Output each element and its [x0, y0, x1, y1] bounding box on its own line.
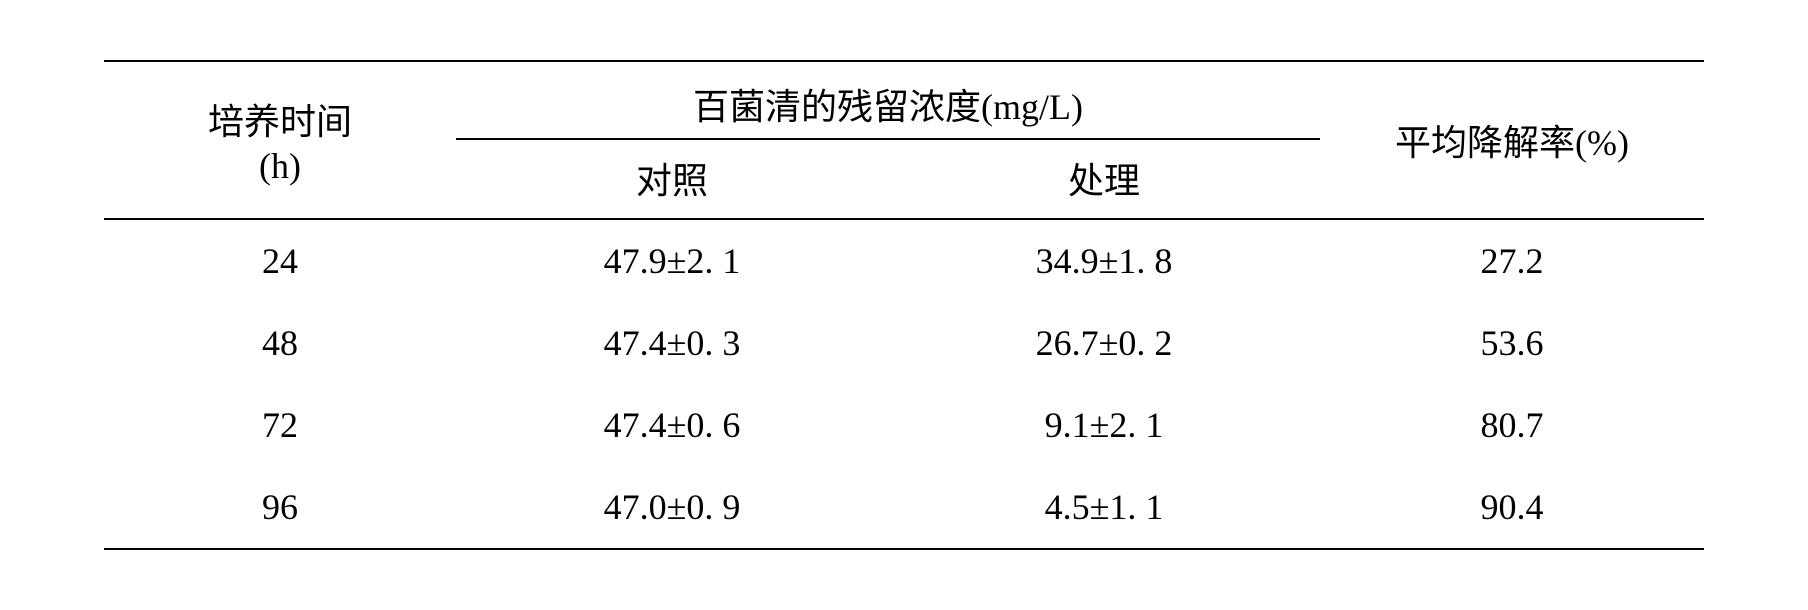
cell-rate: 80.7 — [1320, 384, 1704, 466]
cell-time: 48 — [104, 302, 456, 384]
cell-control: 47.0±0. 9 — [456, 466, 888, 549]
header-concentration: 百菌清的残留浓度(mg/L) — [456, 61, 1320, 139]
cell-time: 24 — [104, 219, 456, 302]
degradation-table: 培养时间 (h) 百菌清的残留浓度(mg/L) 平均降解率(%) 对照 处理 2… — [104, 60, 1704, 550]
table-body: 24 47.9±2. 1 34.9±1. 8 27.2 48 47.4±0. 3… — [104, 219, 1704, 549]
cell-control: 47.4±0. 6 — [456, 384, 888, 466]
subheader-treatment: 处理 — [888, 139, 1320, 219]
table-row: 96 47.0±0. 9 4.5±1. 1 90.4 — [104, 466, 1704, 549]
header-concentration-label: 百菌清的残留浓度(mg/L) — [693, 87, 1083, 127]
subheader-control: 对照 — [456, 139, 888, 219]
header-time-label-2: (h) — [259, 146, 301, 186]
cell-treatment: 9.1±2. 1 — [888, 384, 1320, 466]
cell-control: 47.4±0. 3 — [456, 302, 888, 384]
table-row: 48 47.4±0. 3 26.7±0. 2 53.6 — [104, 302, 1704, 384]
table-row: 72 47.4±0. 6 9.1±2. 1 80.7 — [104, 384, 1704, 466]
cell-treatment: 4.5±1. 1 — [888, 466, 1320, 549]
cell-time: 72 — [104, 384, 456, 466]
table-row: 24 47.9±2. 1 34.9±1. 8 27.2 — [104, 219, 1704, 302]
cell-rate: 90.4 — [1320, 466, 1704, 549]
cell-control: 47.9±2. 1 — [456, 219, 888, 302]
header-time-label-1: 培养时间 — [208, 102, 352, 142]
cell-rate: 27.2 — [1320, 219, 1704, 302]
data-table-container: 培养时间 (h) 百菌清的残留浓度(mg/L) 平均降解率(%) 对照 处理 2… — [104, 60, 1704, 550]
header-rate-label: 平均降解率(%) — [1395, 123, 1629, 163]
header-time: 培养时间 (h) — [104, 61, 456, 219]
cell-treatment: 26.7±0. 2 — [888, 302, 1320, 384]
cell-time: 96 — [104, 466, 456, 549]
header-rate: 平均降解率(%) — [1320, 61, 1704, 219]
cell-rate: 53.6 — [1320, 302, 1704, 384]
cell-treatment: 34.9±1. 8 — [888, 219, 1320, 302]
